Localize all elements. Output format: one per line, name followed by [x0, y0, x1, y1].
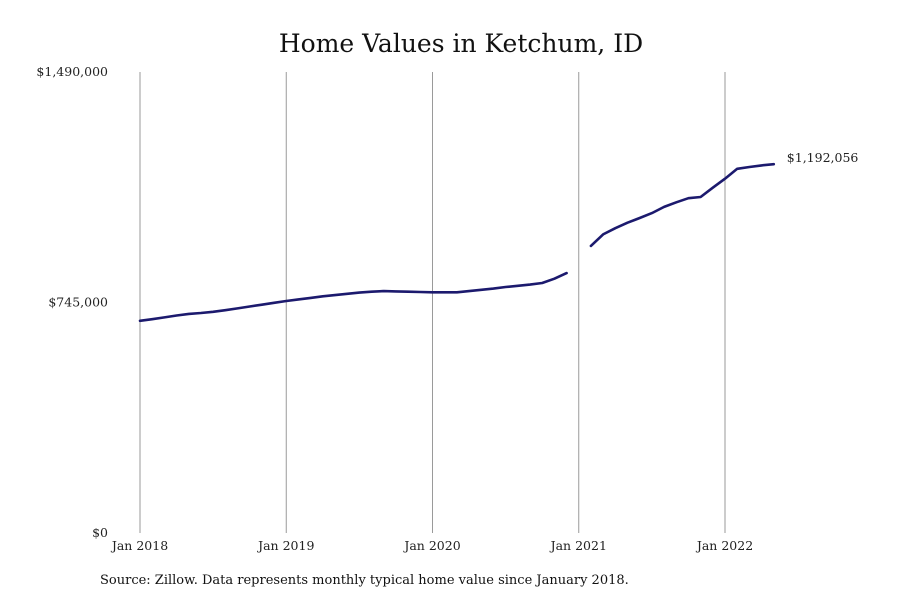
series-home-value — [138, 162, 776, 323]
y-axis-tick-labels: $0 $745,000 $1,490,000 — [36, 64, 108, 540]
x-tick-label: Jan 2018 — [110, 538, 168, 553]
source-note: Source: Zillow. Data represents monthly … — [100, 573, 629, 588]
x-tick-label: Jan 2022 — [695, 538, 753, 553]
gridlines — [139, 72, 726, 533]
x-tick-label: Jan 2019 — [256, 538, 314, 553]
series-line-segment — [138, 271, 568, 323]
x-axis-tick-labels: Jan 2018 Jan 2019 Jan 2020 Jan 2021 Jan 2022 — [110, 538, 753, 553]
x-tick-label: Jan 2020 — [402, 538, 460, 553]
y-tick-label: $745,000 — [48, 295, 108, 310]
y-tick-label: $1,490,000 — [36, 64, 108, 79]
end-value-label: $1,192,056 — [787, 150, 859, 165]
x-tick-label: Jan 2021 — [549, 538, 607, 553]
y-tick-label: $0 — [92, 525, 108, 540]
series-line-segment — [589, 162, 776, 248]
chart-title: Home Values in Ketchum, ID — [279, 29, 643, 58]
